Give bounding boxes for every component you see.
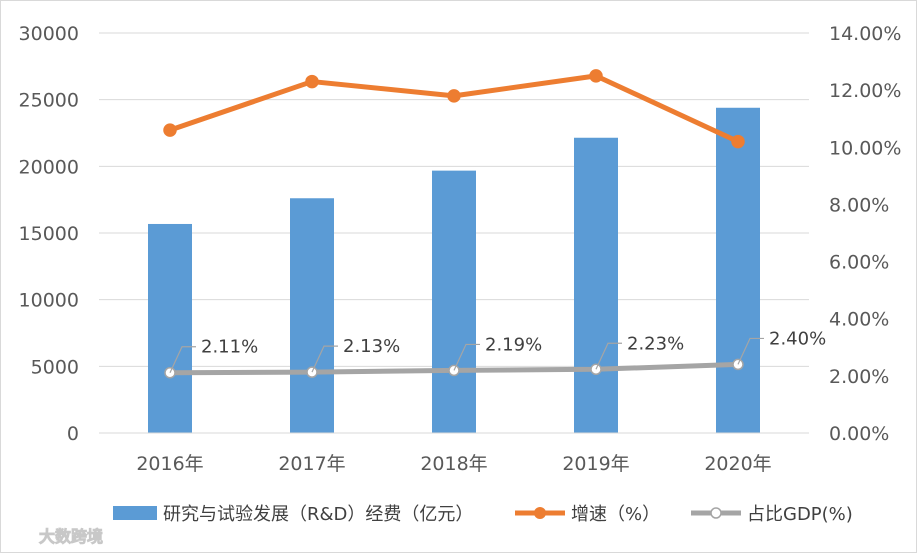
- y-right-tick-label: 12.00%: [829, 80, 901, 102]
- y-left-tick-label: 15000: [19, 223, 79, 245]
- legend-label: 增速（%）: [571, 504, 660, 525]
- y-left-tick-label: 0: [67, 423, 79, 445]
- y-right-tick-label: 0.00%: [829, 423, 889, 445]
- data-labels: 2.11% 2.13% 2.19% 2.23% 2.40%: [169, 328, 826, 373]
- bar: [148, 223, 192, 433]
- y-left-tick-label: 10000: [19, 290, 79, 312]
- y-right-tick-label: 8.00%: [829, 194, 889, 216]
- y-right-tick-label: 2.00%: [829, 366, 889, 388]
- y-left-tick-label: 5000: [31, 356, 79, 378]
- y-left-tick-label: 20000: [19, 156, 79, 178]
- x-tick-label: 2017年: [278, 453, 345, 475]
- y-right-tick-label: 4.00%: [829, 309, 889, 331]
- growth-point: [589, 69, 603, 83]
- legend-swatch-marker: [534, 507, 546, 519]
- legend-label: 占比GDP(%): [747, 504, 853, 525]
- data-label: 2.19%: [485, 334, 542, 355]
- x-tick-label: 2016年: [136, 453, 203, 475]
- legend-swatch-marker: [710, 507, 722, 519]
- bar: [432, 170, 476, 434]
- x-tick-label: 2019年: [562, 453, 629, 475]
- legend: 研究与试验发展（R&D）经费（亿元） 增速（%） 占比GDP(%): [113, 504, 853, 525]
- data-label-leader: [737, 337, 764, 365]
- growth-point: [163, 123, 177, 137]
- x-tick-label: 2018年: [420, 453, 487, 475]
- legend-swatch-bar: [113, 506, 157, 520]
- growth-line: [167, 73, 741, 145]
- y-right-tick-label: 14.00%: [829, 23, 901, 45]
- bar: [574, 137, 618, 433]
- y-right-tick-label: 10.00%: [829, 137, 901, 159]
- data-label: 2.11%: [201, 337, 258, 358]
- bar-series: [148, 107, 760, 434]
- data-label: 2.13%: [343, 336, 400, 357]
- watermark-text: 大数跨境: [39, 527, 103, 546]
- bar: [290, 198, 334, 433]
- data-label: 2.23%: [627, 333, 684, 354]
- data-label-leader: [169, 346, 196, 373]
- growth-point: [731, 134, 745, 149]
- growth-point: [305, 74, 319, 89]
- data-label-leader: [311, 345, 338, 373]
- y-left-tick-label: 25000: [19, 90, 79, 112]
- bar: [716, 107, 760, 433]
- watermark: 大数跨境: [39, 527, 104, 547]
- y-left-tick-label: 30000: [19, 23, 79, 45]
- legend-label: 研究与试验发展（R&D）经费（亿元）: [163, 504, 473, 525]
- axes: 0 5000 10000 15000 20000 25000 30000 0.00% 2.00%…: [19, 23, 902, 475]
- x-tick-label: 2020年: [704, 453, 771, 475]
- y-right-tick-label: 6.00%: [829, 252, 889, 274]
- data-label-leader: [595, 342, 622, 370]
- growth-point: [447, 89, 461, 103]
- data-label-leader: [453, 343, 480, 371]
- data-label: 2.40%: [769, 328, 826, 349]
